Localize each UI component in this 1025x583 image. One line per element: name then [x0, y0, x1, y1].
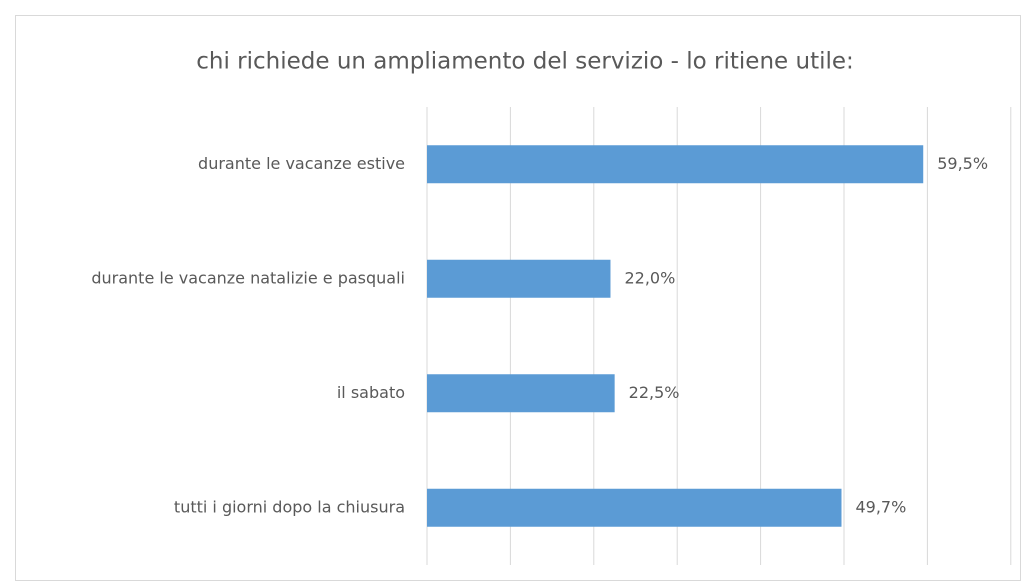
y-tick-label: tutti i giorni dopo la chiusura	[174, 497, 405, 516]
data-label: 22,5%	[629, 383, 680, 402]
bar	[427, 374, 615, 413]
bar	[427, 145, 924, 184]
chart-title: chi richiede un ampliamento del servizio…	[196, 49, 854, 75]
chart-frame	[15, 15, 1021, 581]
bar	[427, 259, 611, 298]
y-tick-label: durante le vacanze natalizie e pasquali	[91, 268, 405, 287]
data-label: 22,0%	[624, 268, 675, 287]
y-tick-label: durante le vacanze estive	[198, 154, 405, 173]
data-label: 49,7%	[855, 497, 906, 516]
bar	[427, 488, 842, 527]
data-label: 59,5%	[937, 154, 988, 173]
y-tick-label: il sabato	[337, 383, 405, 402]
